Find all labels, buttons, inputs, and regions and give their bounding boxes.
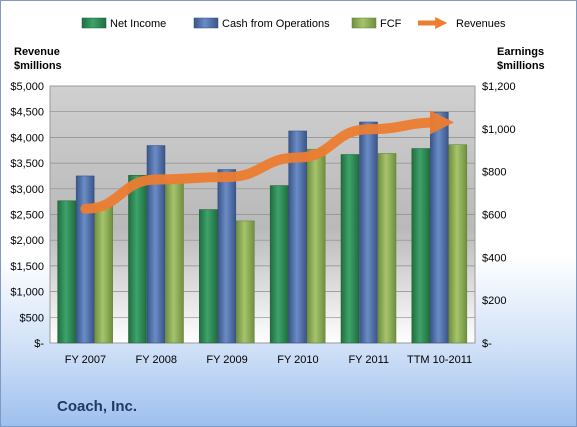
left-axis-tick-label: $4,000 [10, 132, 44, 144]
x-axis-tick-label: TTM 10-2011 [407, 354, 472, 366]
bar-net-income [411, 148, 431, 344]
legend-label-fcf: FCF [380, 18, 402, 30]
bar-fcf [448, 144, 468, 344]
right-axis-tick-label: $1,000 [482, 124, 516, 136]
legend-label-net-income: Net Income [110, 18, 166, 30]
bar-net-income [340, 154, 360, 344]
x-axis-tick-label: FY 2008 [136, 354, 177, 366]
right-axis-tick-label: $800 [482, 167, 506, 179]
right-axis-tick-label: $600 [482, 210, 506, 222]
bar-cash-from-operations [217, 169, 237, 344]
x-axis-tick-label: FY 2010 [277, 354, 318, 366]
bar-cash-from-operations [146, 145, 166, 344]
left-axis-tick-label: $- [34, 338, 44, 350]
x-axis-tick-label: FY 2007 [65, 354, 106, 366]
bar-fcf [236, 220, 255, 344]
left-axis-tick-label: $2,000 [10, 235, 44, 247]
right-axis-tick-label: $- [482, 338, 492, 350]
legend-swatch-cash-from-operations [193, 17, 219, 29]
legend-label-cash-from-operations: Cash from Operations [222, 18, 330, 30]
bar-net-income [199, 209, 218, 344]
right-axis-title-line2: $millions [497, 60, 545, 72]
left-axis-tick-label: $3,000 [10, 184, 44, 196]
bar-fcf [94, 205, 113, 344]
revenue-line-layer [80, 110, 454, 214]
bar-net-income [128, 175, 147, 344]
left-axis-tick-label: $1,500 [10, 261, 44, 273]
bar-cash-from-operations [430, 111, 449, 344]
left-axis-tick-label: $4,500 [10, 107, 44, 119]
left-axis-tick-label: $3,500 [10, 158, 44, 170]
left-axis-tick-label: $2,500 [10, 210, 44, 222]
company-name: Coach, Inc. [57, 398, 138, 415]
left-axis-ticks: $- $500 $1,000 $1,500 $2,000 $2,500 $3,000 $3,5… [10, 81, 44, 350]
right-axis-tick-label: $200 [482, 295, 506, 307]
left-axis-title-line1: Revenue [14, 46, 60, 58]
bar-fcf [306, 148, 326, 344]
bar-fcf [165, 179, 184, 344]
x-axis-ticks: FY 2007 FY 2008 FY 2009 FY 2010 FY 2011 TTM 1… [65, 354, 472, 366]
left-axis-tick-label: $1,000 [10, 287, 44, 299]
bar-cash-from-operations [75, 175, 95, 344]
right-axis-ticks: $- $200 $400 $600 $800 $1,000 $1,200 [482, 81, 516, 350]
bar-net-income [57, 200, 76, 344]
x-axis-tick-label: FY 2011 [348, 354, 389, 366]
legend: Net Income Cash from Operations FCF Reve… [81, 16, 506, 30]
left-axis-tick-label: $500 [20, 312, 44, 324]
left-axis-title-line2: $millions [14, 60, 62, 72]
bars [57, 111, 468, 344]
right-axis-title-line1: Earnings [497, 46, 544, 58]
bar-cash-from-operations [288, 130, 307, 344]
bar-fcf [377, 153, 397, 344]
right-axis-tick-label: $1,200 [482, 81, 516, 93]
legend-swatch-fcf [351, 17, 377, 29]
legend-label-revenues: Revenues [456, 18, 506, 30]
bar-net-income [269, 185, 289, 344]
revenue-line [80, 110, 454, 214]
left-axis-tick-label: $5,000 [10, 81, 44, 93]
right-axis-tick-label: $400 [482, 252, 506, 264]
bar-cash-from-operations [359, 121, 378, 344]
legend-swatch-net-income [81, 17, 107, 29]
x-axis-tick-label: FY 2009 [206, 354, 247, 366]
